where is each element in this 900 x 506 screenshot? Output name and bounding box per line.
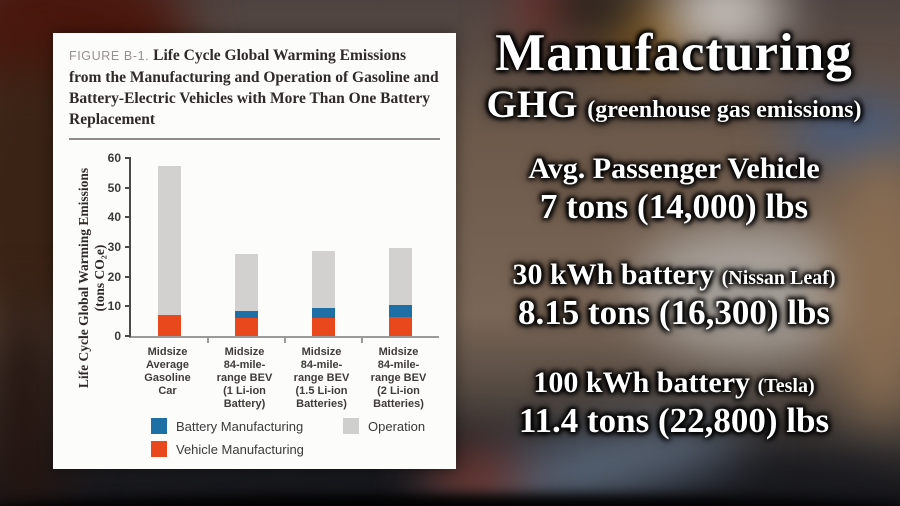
legend-item: Operation bbox=[343, 418, 440, 434]
stat-section-100kwh: 100 kWh battery (Tesla) 11.4 tons (22,80… bbox=[452, 366, 896, 441]
stacked-bar bbox=[158, 166, 181, 336]
legend-item: Vehicle Manufacturing bbox=[151, 441, 343, 457]
stacked-bar bbox=[389, 247, 412, 336]
bar-segment-operation bbox=[158, 166, 181, 315]
y-axis-label: Life Cycle Global Warming Emissions (ton… bbox=[76, 167, 107, 389]
figure-title: FIGURE B-1. Life Cycle Global Warming Em… bbox=[69, 45, 440, 130]
stacked-bar-chart: Life Cycle Global Warming Emissions (ton… bbox=[69, 151, 440, 410]
bar-segment-battery-manufacturing bbox=[235, 311, 258, 318]
legend-item: Battery Manufacturing bbox=[151, 418, 343, 434]
y-tick: 20 bbox=[108, 270, 131, 284]
bar-segment-operation bbox=[389, 247, 412, 306]
stat-heading: 100 kWh battery (Tesla) bbox=[533, 366, 815, 400]
x-tick bbox=[207, 338, 209, 343]
bar-segment-battery-manufacturing bbox=[312, 308, 335, 318]
legend-label: Operation bbox=[368, 418, 426, 434]
y-tick: 10 bbox=[108, 299, 131, 313]
figure-label: FIGURE B-1. bbox=[69, 49, 150, 63]
bar-group bbox=[131, 158, 208, 336]
stat-value: 11.4 tons (22,800) lbs bbox=[518, 401, 830, 441]
x-tick bbox=[284, 338, 286, 343]
bar-group bbox=[208, 158, 285, 336]
ghg-acronym: GHG bbox=[486, 83, 578, 127]
x-axis-category-label: Midsize 84-mile- range BEV (2 Li-ion Bat… bbox=[370, 346, 427, 410]
background-blob bbox=[785, 103, 900, 158]
y-tick: 30 bbox=[108, 240, 131, 254]
legend-label: Vehicle Manufacturing bbox=[176, 441, 304, 457]
stat-heading: Avg. Passenger Vehicle bbox=[528, 152, 820, 186]
bar-segment-vehicle-manufacturing bbox=[389, 317, 412, 336]
bar-segment-vehicle-manufacturing bbox=[158, 314, 181, 336]
stat-value: 7 tons (14,000) lbs bbox=[539, 187, 809, 227]
title-divider bbox=[69, 138, 440, 140]
stacked-bar bbox=[235, 254, 258, 336]
bar-segment-operation bbox=[235, 254, 258, 312]
x-axis-category-label: Midsize 84-mile- range BEV (1 Li-ion Bat… bbox=[216, 346, 273, 410]
bar-cells bbox=[131, 158, 439, 336]
overlay-title: Manufacturing bbox=[495, 24, 853, 82]
bar-segment-battery-manufacturing bbox=[389, 305, 412, 318]
x-axis-category-label: Midsize Average Gasoline Car bbox=[144, 346, 191, 397]
ghg-expansion: (greenhouse gas emissions) bbox=[587, 97, 862, 124]
legend-label: Battery Manufacturing bbox=[176, 418, 304, 434]
x-axis-category-label: Midsize 84-mile- range BEV (1.5 Li-ion B… bbox=[293, 346, 350, 410]
stacked-bar bbox=[312, 250, 335, 336]
figure-panel: FIGURE B-1. Life Cycle Global Warming Em… bbox=[53, 33, 456, 469]
background-blob bbox=[635, 225, 865, 355]
chart-legend: Battery Manufacturing Operation Vehicle Ma… bbox=[151, 418, 440, 457]
y-tick: 40 bbox=[108, 210, 131, 224]
y-tick: 0 bbox=[114, 329, 131, 343]
text-overlay: Manufacturing GHG (greenhouse gas emissi… bbox=[452, 24, 896, 441]
legend-swatch bbox=[151, 418, 167, 434]
figure-title-text: Life Cycle Global Warming Emissions from… bbox=[69, 47, 439, 128]
stat-heading: 30 kWh battery (Nissan Leaf) bbox=[512, 258, 836, 292]
bar-segment-vehicle-manufacturing bbox=[235, 317, 258, 336]
y-tick: 60 bbox=[108, 151, 131, 165]
stat-section-avg-vehicle: Avg. Passenger Vehicle 7 tons (14,000) l… bbox=[452, 152, 896, 227]
stat-value: 8.15 tons (16,300) lbs bbox=[517, 293, 831, 333]
plot-area: 0 10 20 30 40 50 60 bbox=[108, 151, 439, 343]
bar-group bbox=[362, 158, 439, 336]
y-tick: 50 bbox=[108, 181, 131, 195]
background-blob bbox=[835, 150, 900, 430]
overlay-ghg-line: GHG (greenhouse gas emissions) bbox=[452, 82, 896, 127]
bar-segment-operation bbox=[312, 250, 335, 309]
stat-section-30kwh: 30 kWh battery (Nissan Leaf) 8.15 tons (… bbox=[452, 258, 896, 333]
legend-swatch bbox=[151, 441, 167, 457]
bar-segment-vehicle-manufacturing bbox=[312, 317, 335, 336]
x-axis-labels: Midsize Average Gasoline Car Midsize 84-m… bbox=[129, 346, 437, 411]
background-blob bbox=[0, 494, 900, 506]
x-tick bbox=[361, 338, 363, 343]
legend-swatch bbox=[343, 418, 359, 434]
bar-group bbox=[285, 158, 362, 336]
